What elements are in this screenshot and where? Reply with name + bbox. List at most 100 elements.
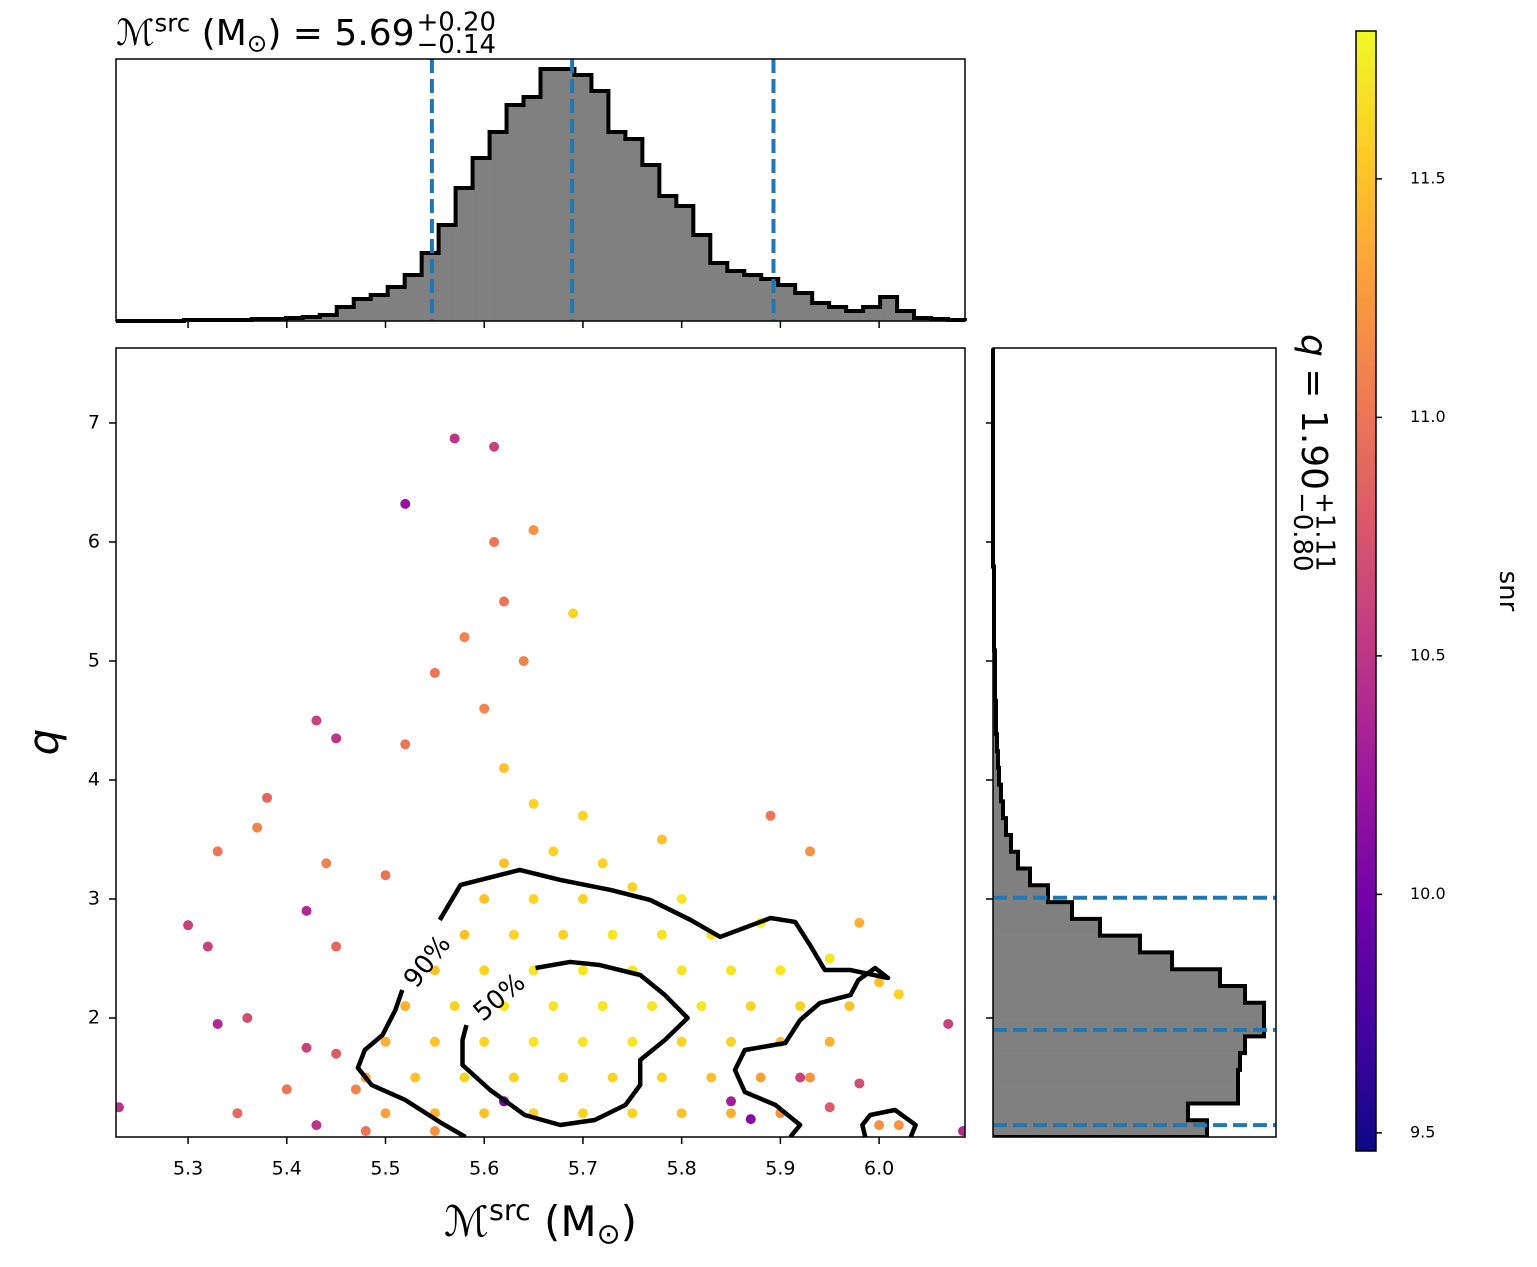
hist-bar [993, 1086, 1238, 1104]
contour [355, 867, 891, 1137]
hist-bar [608, 132, 626, 321]
hist-bar [540, 69, 558, 321]
point [528, 798, 539, 809]
point [459, 929, 470, 940]
point [676, 965, 687, 976]
label-part: ) = 5.69 [267, 13, 414, 54]
rotated-title: q = 1.90+1.11−0.80 [1287, 334, 1339, 571]
point [459, 632, 470, 643]
y-axis-label: q [19, 729, 68, 756]
point [232, 1108, 243, 1119]
hist-bar [993, 751, 998, 769]
contour [860, 1107, 918, 1137]
point [350, 1084, 361, 1095]
x-tick-label: 5.8 [667, 1158, 697, 1180]
point [400, 739, 411, 750]
hist-bar [993, 952, 1172, 970]
point [958, 1126, 965, 1137]
point [479, 893, 490, 904]
hist-bar [993, 1002, 1264, 1020]
hist-bar [993, 1069, 1238, 1087]
hist-bar [353, 299, 371, 321]
x-tick-label: 5.5 [370, 1158, 400, 1180]
point [518, 655, 529, 666]
point [528, 525, 539, 536]
point [577, 810, 588, 821]
hist-bar [744, 275, 762, 321]
label: ℳsrc (M⊙) [444, 1193, 637, 1251]
point [805, 1072, 816, 1083]
point [498, 596, 509, 607]
scatter-points [116, 433, 965, 1137]
point [449, 1001, 460, 1012]
hist-bar [693, 235, 711, 321]
point [706, 1072, 717, 1083]
x-tick-label: 6.0 [864, 1158, 894, 1180]
contour-label: 90% [398, 930, 457, 994]
point [597, 858, 608, 869]
hist-bar [387, 287, 405, 321]
point [202, 941, 213, 952]
point [459, 1072, 470, 1083]
point [331, 941, 342, 952]
label-sub: −0.80 [1287, 492, 1317, 571]
point [212, 1018, 223, 1029]
x-tick-label: 5.9 [765, 1158, 795, 1180]
hist-bar [727, 271, 745, 321]
contour-label: 50% [468, 968, 532, 1028]
hist-bar [993, 1120, 1207, 1138]
point [795, 1072, 806, 1083]
x-tick-label: 5.3 [173, 1158, 203, 1180]
point [548, 846, 559, 857]
point [755, 1072, 766, 1083]
point [498, 1001, 509, 1012]
hist-bar [370, 295, 388, 321]
label-part: src [155, 8, 191, 37]
hist-outline [116, 67, 967, 323]
point [647, 1001, 658, 1012]
point [627, 1108, 638, 1119]
point [577, 1108, 588, 1119]
point [893, 989, 904, 1000]
point [281, 1084, 292, 1095]
point [597, 1001, 608, 1012]
point [676, 1108, 687, 1119]
point [321, 858, 332, 869]
point [805, 846, 816, 857]
point [844, 1001, 855, 1012]
point [765, 810, 776, 821]
point [311, 715, 322, 726]
hist-bar [404, 275, 422, 321]
point [498, 858, 509, 869]
point [400, 1001, 411, 1012]
point [498, 763, 509, 774]
point [874, 977, 885, 988]
hist-bar [993, 834, 1011, 853]
point [331, 1048, 342, 1059]
point [183, 920, 194, 931]
axes-frame [992, 347, 1277, 1138]
colorbar-tick-label: 9.5 [1410, 1122, 1435, 1141]
point [854, 917, 865, 928]
hist-bar [336, 307, 355, 321]
point [824, 1102, 835, 1113]
x-tick-label: 5.4 [272, 1158, 302, 1180]
point [410, 1072, 421, 1083]
hist-bar [993, 1053, 1240, 1071]
point [331, 733, 342, 744]
point [558, 929, 569, 940]
point [479, 1108, 490, 1119]
point [489, 441, 500, 452]
point [479, 1036, 490, 1047]
point [301, 1042, 312, 1053]
label-part: ) [621, 1197, 637, 1246]
point [400, 498, 411, 509]
hist-bar [880, 297, 898, 321]
hist-bar [993, 902, 1072, 920]
point [656, 1072, 667, 1083]
point [607, 1072, 618, 1083]
hist-bar [846, 311, 864, 321]
hist-bar [506, 105, 524, 321]
